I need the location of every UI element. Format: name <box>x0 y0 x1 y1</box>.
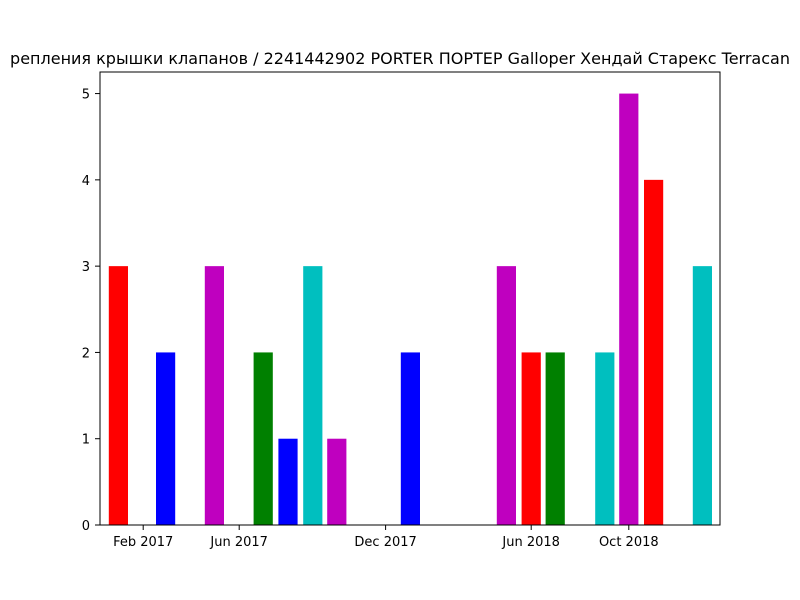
y-tick-label: 4 <box>82 174 90 189</box>
bar-2018-06-01 <box>521 352 541 525</box>
bar-2018-05-01 <box>496 266 516 525</box>
x-tick-label: Jun 2018 <box>501 535 560 550</box>
y-tick-label: 3 <box>82 260 90 275</box>
x-tick-label: Jun 2017 <box>209 535 268 550</box>
bar-2017-03-01 <box>156 352 176 525</box>
bar-2018-11-01 <box>644 179 664 525</box>
bar-2017-07-01 <box>253 352 273 525</box>
y-tick-label: 0 <box>82 519 90 534</box>
bar-2018-09-01 <box>595 352 615 525</box>
bars-group <box>108 93 712 526</box>
y-tick-label: 1 <box>82 433 90 448</box>
x-axis: Feb 2017 Jun 2017 Dec 2017 Jun 2018 Oct 2018 <box>113 525 659 550</box>
y-tick-label: 5 <box>82 88 90 103</box>
x-tick-label: Dec 2017 <box>354 535 416 550</box>
bar-2017-05-01 <box>204 266 224 525</box>
y-axis: 0 1 2 3 4 5 <box>82 88 100 534</box>
x-tick-label: Oct 2018 <box>599 535 659 550</box>
bar-2017-10-01 <box>327 438 347 525</box>
bar-2017-08-01 <box>278 438 298 525</box>
y-tick-label: 2 <box>82 346 90 361</box>
bar-2017-09-01 <box>303 266 323 525</box>
x-tick-label: Feb 2017 <box>113 535 173 550</box>
bar-2017-01-01 <box>108 266 128 525</box>
bar-2018-01-01 <box>400 352 420 525</box>
bar-2019-01-01 <box>692 266 712 525</box>
bar-2018-10-01 <box>619 93 639 526</box>
chart-title: репления крышки клапанов / 2241442902 PO… <box>10 49 790 68</box>
bar-2018-07-01 <box>545 352 565 525</box>
plot-frame <box>99 71 721 526</box>
